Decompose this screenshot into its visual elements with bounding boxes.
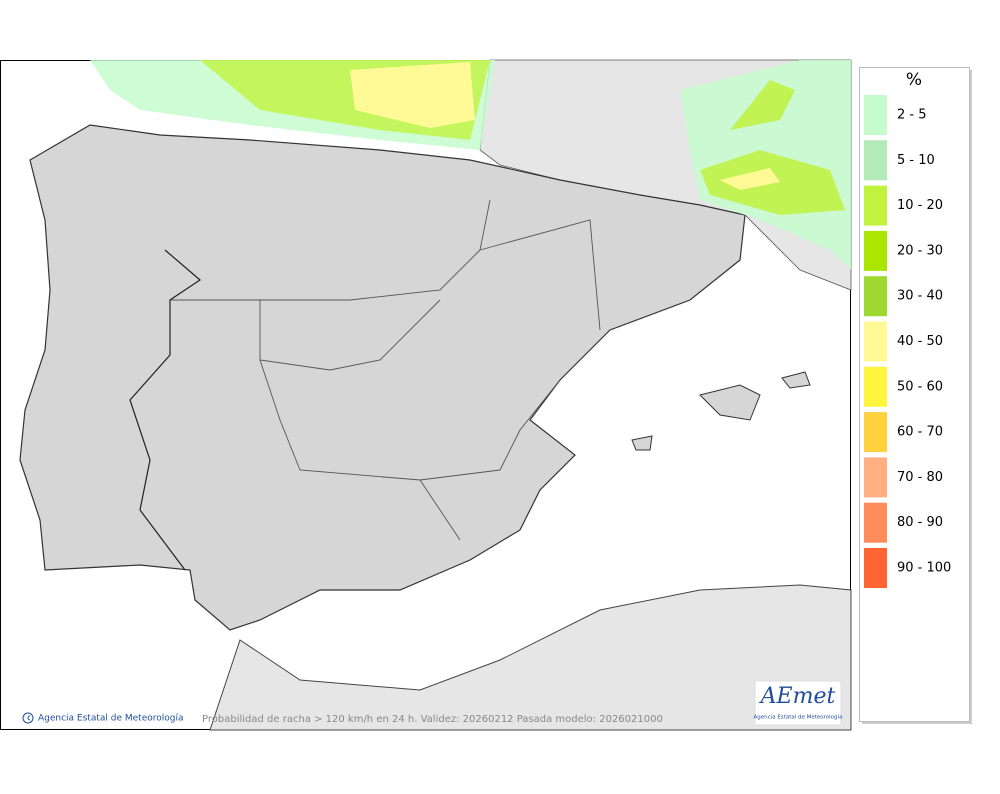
balearic-islands (631, 371, 811, 451)
legend-label: 70 - 80 (897, 470, 943, 485)
legend-swatch (864, 548, 887, 588)
legend-swatch (864, 95, 887, 135)
africa-land (209, 584, 852, 731)
copyright-icon (22, 712, 34, 724)
border-line (129, 249, 201, 571)
map-panel: Agencia Estatal de Meteorología Probabil… (0, 59, 852, 731)
legend-swatch (864, 276, 887, 317)
legend-label: 2 - 5 (897, 108, 927, 123)
copyright-icon (27, 715, 31, 721)
legend-label: 30 - 40 (897, 289, 943, 304)
legend-label: 50 - 60 (897, 379, 943, 394)
legend-label: 5 - 10 (897, 153, 935, 168)
legend-label: 10 - 20 (897, 198, 943, 213)
logo-name: AEmet (759, 684, 836, 709)
probability-area (350, 62, 475, 128)
legend-swatch (864, 502, 887, 543)
legend-label: 20 - 30 (897, 243, 943, 258)
legend-swatch (864, 457, 887, 498)
logo-box (754, 680, 842, 726)
legend-label: 40 - 50 (897, 334, 943, 349)
logo-subtitle: Agencia Estatal de Meteorología (754, 714, 843, 721)
legend: % 2 - 5 5 - 10 10 - 20 20 - 30 30 - 40 40 - 5… (859, 67, 972, 724)
legend-swatch (864, 230, 887, 271)
legend-title: % (906, 70, 922, 90)
legend-swatch (864, 140, 887, 181)
legend-swatch (864, 185, 887, 226)
legend-swatch (864, 366, 887, 407)
caption-text: Probabilidad de racha > 120 km/h en 24 h… (202, 714, 663, 725)
legend-label: 90 - 100 (897, 561, 951, 576)
iberia-land (19, 124, 746, 631)
legend-label: 80 - 90 (897, 515, 943, 530)
credit-text: Agencia Estatal de Meteorología (38, 714, 184, 724)
legend-label: 60 - 70 (897, 425, 943, 440)
region-lines (170, 199, 601, 541)
legend-swatch (864, 321, 887, 362)
probability-area (720, 168, 780, 190)
legend-swatch (864, 412, 887, 453)
